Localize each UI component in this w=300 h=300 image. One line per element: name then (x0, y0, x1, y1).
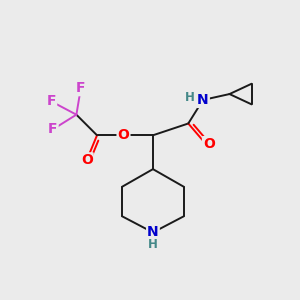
Text: H: H (185, 91, 195, 104)
Text: O: O (118, 128, 129, 142)
Text: F: F (76, 81, 86, 95)
Text: N: N (147, 225, 159, 239)
Text: O: O (81, 153, 93, 167)
Text: F: F (48, 122, 58, 136)
Text: H: H (148, 238, 158, 251)
Text: N: N (197, 93, 209, 107)
Text: O: O (203, 137, 215, 151)
Text: F: F (46, 94, 56, 108)
